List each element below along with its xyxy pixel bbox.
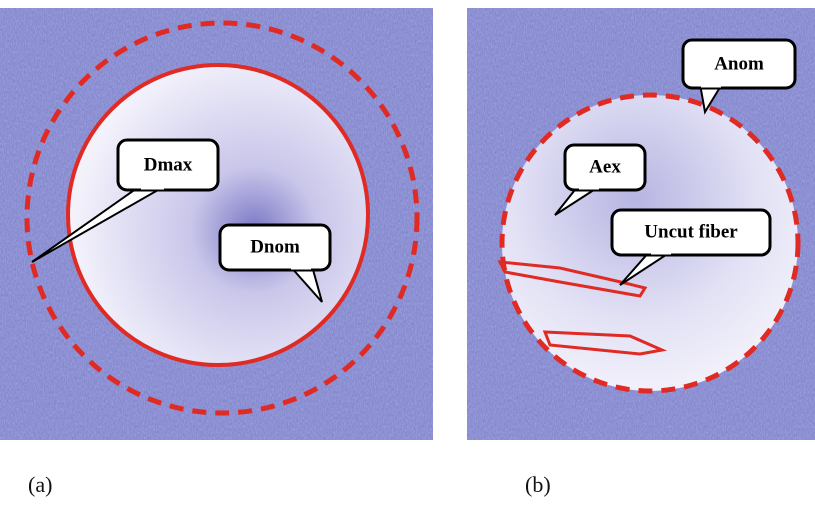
figure: Dmax Dnom Anom Aex: [0, 0, 815, 500]
callout-text: Dnom: [250, 236, 300, 257]
panel-b: Anom Aex Uncut fiber: [467, 8, 815, 440]
callout-text: Aex: [589, 156, 621, 177]
panel-label: (a): [28, 472, 52, 497]
panel-label: (b): [525, 472, 551, 497]
callout-text: Dmax: [144, 154, 193, 175]
callout-text: Anom: [714, 53, 764, 74]
panel-a: Dmax Dnom: [0, 8, 433, 440]
callout-text: Uncut fiber: [644, 221, 738, 242]
